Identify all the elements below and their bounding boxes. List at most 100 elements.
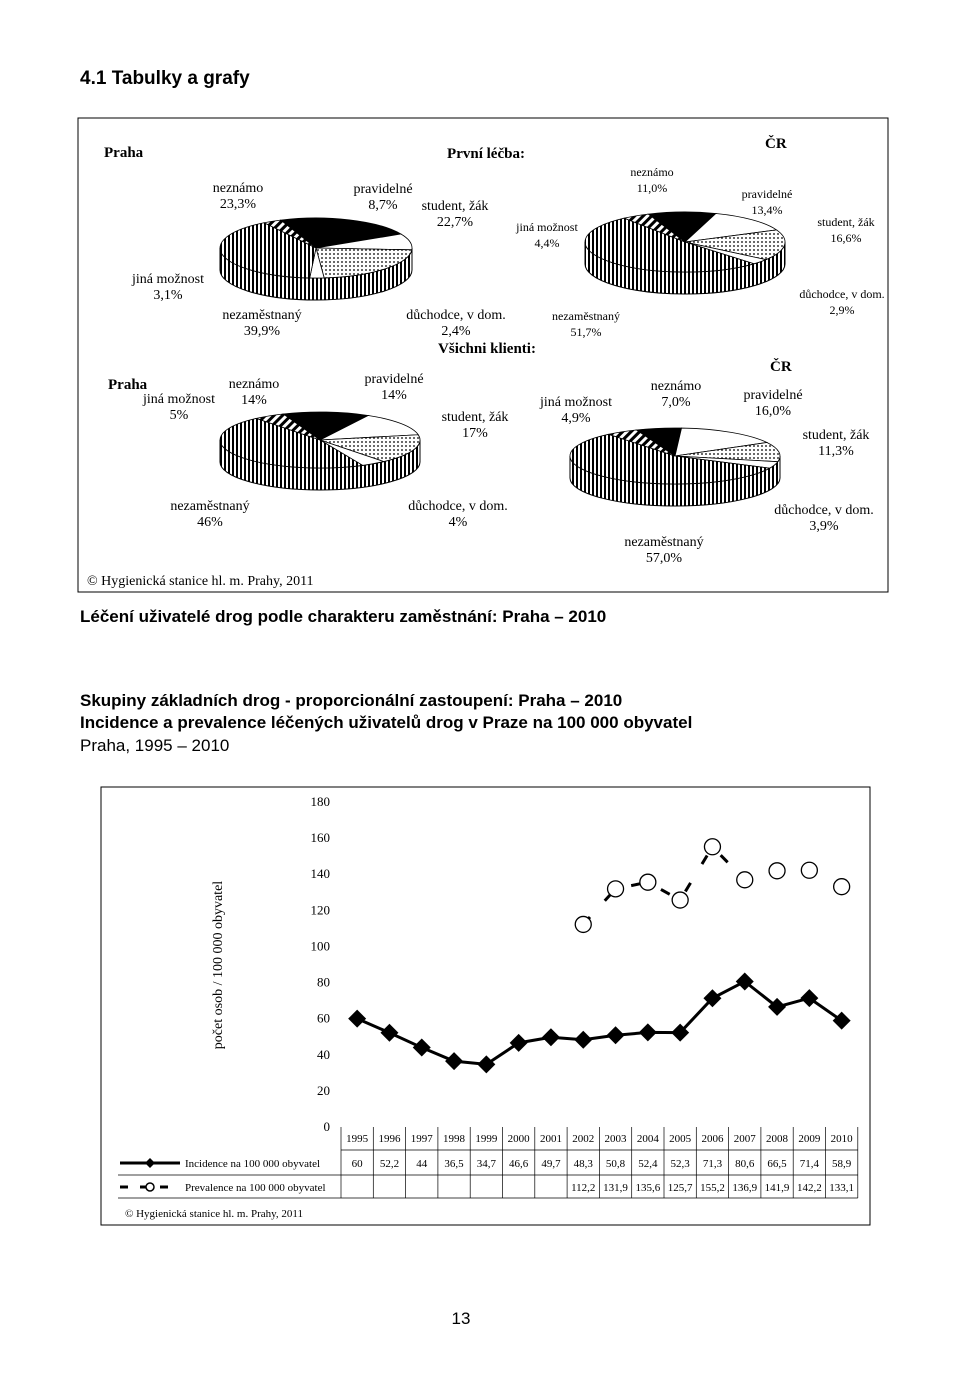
heading: 4.1 Tabulky a grafy (80, 68, 250, 89)
y-tick-label: 60 (317, 1011, 330, 1026)
x-tick-label: 2010 (831, 1133, 854, 1145)
point (445, 1052, 464, 1071)
slice-label: neznámo (630, 165, 673, 179)
slice-value: 2,4% (441, 324, 471, 339)
slice-value: 16,6% (831, 231, 862, 245)
slice-label: neznámo (651, 379, 702, 394)
credit: © Hygienická stanice hl. m. Prahy, 2011 (87, 574, 314, 589)
slice-value: 22,7% (437, 215, 474, 230)
slice-label: student, žák (803, 428, 870, 443)
point (735, 972, 754, 991)
slice-label: nezaměstnaný (222, 308, 301, 323)
x-tick-label: 2004 (637, 1133, 660, 1145)
slice-value: 4,9% (561, 411, 591, 426)
table-value: 44 (416, 1158, 428, 1170)
slice-label: pravidelné (353, 182, 412, 197)
slice-value: 7,0% (661, 395, 691, 410)
table-value: 112,2 (571, 1182, 595, 1194)
y-axis-label: počet osob / 100 000 obyvatel (211, 881, 226, 1049)
x-tick-label: 2001 (540, 1133, 562, 1145)
slice-value: 46% (197, 515, 223, 530)
point (477, 1055, 496, 1074)
point (638, 1023, 657, 1042)
pie-slice (319, 434, 421, 462)
pie-slice (607, 429, 676, 457)
y-tick-label: 120 (311, 902, 331, 917)
slice-value: 16,0% (755, 404, 792, 419)
table-value: 36,5 (444, 1158, 464, 1170)
slice-value: 3,1% (153, 288, 183, 303)
slice-value: 14% (381, 388, 407, 403)
pie-slice (282, 411, 370, 441)
x-tick-label: 2003 (605, 1133, 628, 1145)
pie-slice (569, 433, 771, 485)
slice-value: 14% (241, 393, 267, 408)
title-line: Skupiny základních drog - proporcionální… (80, 691, 622, 710)
title-line: Praha, 1995 – 2010 (80, 736, 229, 755)
table-value: 48,3 (574, 1158, 594, 1170)
pie-slice (684, 229, 786, 261)
table-value: 125,7 (668, 1182, 693, 1194)
point (703, 989, 722, 1008)
slice-label: student, žák (422, 199, 489, 214)
point (606, 880, 625, 898)
legend-label: Prevalence na 100 000 obyvatel (185, 1182, 326, 1194)
y-tick-label: 20 (317, 1083, 330, 1098)
pie-slice (315, 247, 413, 279)
slice-value: 5% (170, 408, 189, 423)
table-value: 142,2 (797, 1182, 822, 1194)
point (574, 915, 592, 934)
legend-marker (145, 1182, 155, 1192)
slice-value: 2,9% (830, 303, 855, 317)
slice-label: pravidelné (743, 388, 802, 403)
slice-value: 8,7% (368, 198, 398, 213)
point (606, 1026, 625, 1045)
slice-label: nezaměstnaný (624, 535, 703, 550)
title-line: Incidence a prevalence léčených uživatel… (80, 713, 692, 732)
point (348, 1009, 367, 1028)
point (768, 862, 786, 880)
slice-value: 51,7% (571, 325, 602, 339)
point (800, 989, 819, 1008)
pie-slice (279, 217, 403, 249)
pie-slice (262, 219, 317, 249)
point (412, 1038, 431, 1057)
slice-label: neznámo (229, 377, 280, 392)
pie-slice (622, 213, 686, 243)
x-tick-label: 1997 (411, 1133, 434, 1145)
table-value: 49,7 (541, 1158, 561, 1170)
table-value: 52,2 (380, 1158, 399, 1170)
table-value: 131,9 (603, 1182, 628, 1194)
table-value: 52,3 (671, 1158, 691, 1170)
slice-value: 23,3% (220, 197, 257, 212)
point (671, 891, 689, 909)
point (380, 1023, 399, 1042)
slice-value: 3,9% (809, 519, 839, 534)
y-tick-label: 40 (317, 1047, 330, 1062)
table-value: 58,9 (832, 1158, 852, 1170)
x-tick-label: 1999 (475, 1133, 498, 1145)
caption: Léčení uživatelé drog podle charakteru z… (80, 607, 606, 626)
point (639, 873, 657, 891)
slice-label: důchodce, v dom. (408, 499, 508, 514)
chart-frame (100, 786, 871, 1226)
slice-label: neznámo (213, 181, 264, 196)
legend-label: Incidence na 100 000 obyvatel (185, 1158, 320, 1170)
pie-slice (219, 418, 364, 469)
slice-value: 11,0% (637, 181, 668, 195)
pie-slice (254, 413, 321, 441)
table-value: 46,6 (509, 1158, 529, 1170)
x-tick-label: 2000 (508, 1133, 531, 1145)
x-tick-label: 2008 (766, 1133, 789, 1145)
table-value: 66,5 (767, 1158, 787, 1170)
y-tick-label: 140 (311, 866, 331, 881)
pie-slice (319, 415, 419, 441)
x-tick-label: 2009 (798, 1133, 821, 1145)
figure-frame (77, 117, 889, 593)
credit: © Hygienická stanice hl. m. Prahy, 2011 (125, 1208, 303, 1220)
pie-subtitle: Všichni klienti: (438, 341, 536, 357)
point (671, 1023, 690, 1042)
table-value: 136,9 (732, 1182, 757, 1194)
y-tick-label: 160 (311, 830, 331, 845)
x-tick-label: 1996 (378, 1133, 401, 1145)
